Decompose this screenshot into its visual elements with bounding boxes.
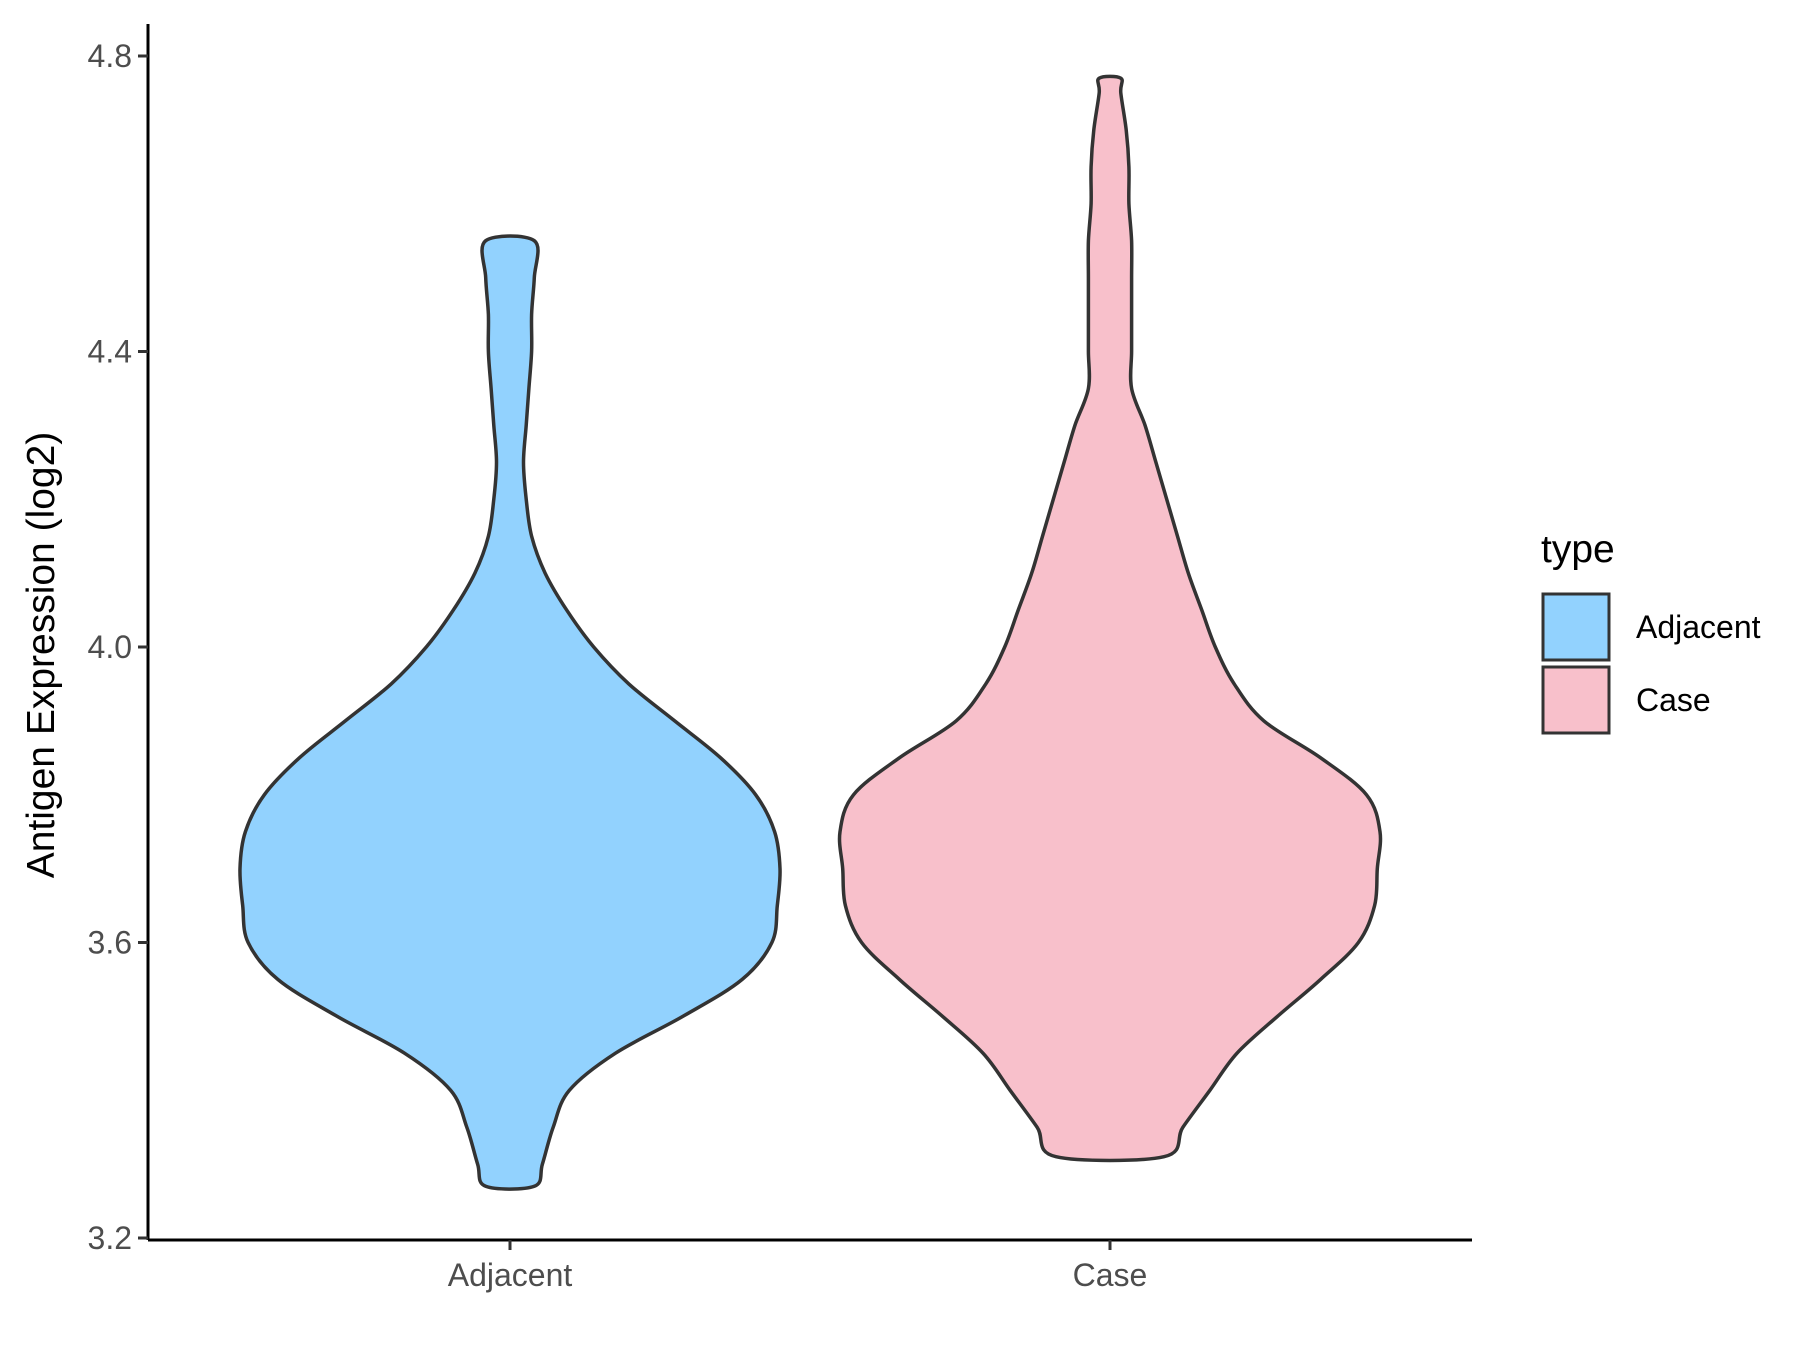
- y-axis-title: Antigen Expression (log2): [20, 432, 63, 879]
- x-tick-label: Case: [1073, 1257, 1148, 1293]
- y-tick-label: 4.0: [88, 629, 132, 665]
- legend-label: Adjacent: [1636, 609, 1761, 645]
- axes: [146, 24, 1472, 1242]
- y-tick-label: 4.4: [88, 334, 132, 370]
- y-tick-label: 4.8: [88, 38, 132, 74]
- violin-adjacent: [238, 234, 782, 1191]
- legend-items: Adjacent Case: [1541, 592, 1761, 735]
- y-ticks: 3.2 3.6 4.0 4.4 4.8: [88, 38, 148, 1256]
- y-tick-label: 3.2: [88, 1220, 132, 1256]
- y-tick-label: 3.6: [88, 925, 132, 961]
- plot-area: [238, 74, 1383, 1191]
- legend-swatch-case: [1541, 665, 1611, 735]
- x-ticks: Adjacent Case: [448, 1240, 1148, 1293]
- legend-label: Case: [1636, 682, 1711, 718]
- legend-title: type: [1541, 528, 1615, 571]
- x-tick-label: Adjacent: [448, 1257, 573, 1293]
- violin-case: [837, 74, 1383, 1163]
- legend: type Adjacent Case: [1541, 528, 1761, 735]
- legend-swatch-adjacent: [1541, 592, 1611, 662]
